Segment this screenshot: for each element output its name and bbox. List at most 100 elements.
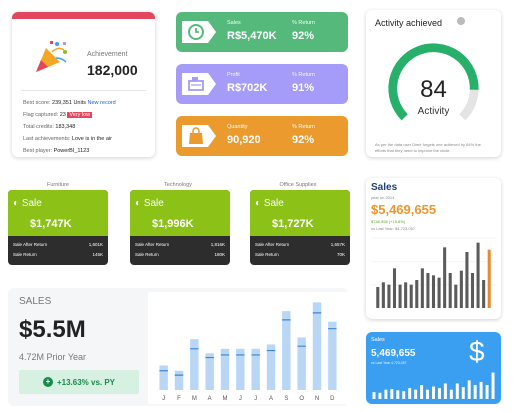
growth-value: +13.63% vs. PY	[56, 377, 116, 387]
info-icon[interactable]	[457, 17, 465, 25]
sales-chart-card: Sales year on 2014 $5,469,655 $746,598 (…	[366, 178, 501, 319]
best-score-label: Best score:	[23, 100, 51, 106]
activity-gauge	[388, 43, 479, 121]
kpi-return-value: 92%	[292, 134, 315, 146]
chart-bar	[443, 247, 447, 308]
sales-card-prior: vs Last Year: $4,723,057	[371, 226, 416, 231]
blue-card-title: Sales	[371, 337, 385, 343]
kpi-return-label: % Return	[292, 20, 315, 26]
sale-header	[250, 190, 350, 236]
kpi-label: Quantity	[227, 124, 248, 130]
category-title: Office Supplies	[279, 182, 317, 188]
chart-bar	[487, 249, 491, 308]
mini-bar	[390, 389, 394, 399]
chart-bar	[398, 284, 402, 308]
chart-bar	[448, 273, 452, 308]
best-score-line: Best score: 239,351 Units New record	[23, 100, 116, 106]
sale-value: $1,747K	[30, 218, 72, 230]
sale-return-label: Sale Return	[255, 252, 279, 257]
half-circle-icon: ◐	[255, 198, 264, 209]
sale-return-value: 145K	[92, 252, 103, 257]
plus-circle-icon: +	[42, 377, 53, 387]
sale-return-row: Sale Return 145K	[13, 252, 103, 257]
kpi-return-label: % Return	[292, 72, 315, 78]
blue-card-subtitle: vs Last Year 4,723,057	[371, 361, 407, 365]
mini-bar	[402, 391, 406, 399]
mini-bar	[437, 388, 441, 399]
achievement-value: 182,000	[87, 62, 138, 78]
sale-return-value: 180K	[214, 252, 225, 257]
sale-after-return-value: 1,816K	[210, 242, 225, 247]
mini-bar	[467, 380, 471, 399]
mini-bar	[485, 385, 489, 399]
chart-bar	[459, 270, 463, 308]
last-achievements-line: Last achievements: Love is in the air	[23, 136, 112, 142]
mini-bar	[443, 383, 447, 399]
chart-bar	[454, 284, 458, 308]
kpi-return-value: 92%	[292, 30, 315, 42]
month-bar	[328, 321, 337, 390]
month-tick-label: J	[239, 396, 242, 402]
activity-title: Activity achieved	[375, 18, 443, 28]
kpi-value: R$702K	[227, 82, 268, 94]
flag-label: Flag captured:	[23, 112, 59, 118]
big-sales-prior: 4.72M Prior Year	[19, 352, 87, 362]
blue-sales-card: Sales 5,469,655 vs Last Year 4,723,057 $	[366, 332, 501, 404]
best-player-value: PowerBI_1123	[53, 148, 90, 154]
chart-bar	[392, 268, 397, 308]
mini-bar	[414, 389, 418, 399]
office-supplies-sale-card: ◐ Sale $1,727K Sale After Return 1,657K …	[250, 190, 350, 265]
cash-register-icon	[182, 73, 216, 95]
month-bar	[190, 339, 199, 390]
mini-bar	[491, 372, 495, 399]
category-title: Furniture	[46, 182, 69, 188]
chart-bar	[381, 282, 385, 308]
month-tick-label: S	[284, 396, 288, 402]
sales-card-value: $5,469,655	[371, 202, 437, 217]
chart-bar	[376, 287, 380, 308]
chart-bar	[470, 273, 475, 308]
month-bar	[297, 337, 306, 390]
sale-after-return-value: 1,657K	[330, 242, 345, 247]
half-circle-icon: ◐	[135, 198, 144, 209]
last-achievements-label: Last achievements:	[23, 136, 71, 142]
sale-return-row: Sale Return 70K	[255, 252, 345, 257]
chart-bar	[476, 242, 480, 308]
month-tick-label: A	[208, 396, 212, 402]
month-bar	[236, 348, 245, 390]
sale-title: ◐ Sale	[255, 198, 284, 209]
shopping-bag-icon	[182, 125, 216, 147]
chart-bar	[404, 282, 408, 308]
flag-line: Flag captured: 23 Very low	[23, 112, 93, 118]
month-tick-label: M	[223, 396, 228, 402]
sales-kpi-card: Sales R$5,470K % Return 92%	[176, 12, 348, 52]
sale-title: ◐ Sale	[135, 198, 164, 209]
chart-bar	[426, 273, 430, 308]
mini-bar	[408, 388, 412, 399]
sale-return-value: 70K	[336, 252, 345, 257]
sale-title: ◐ Sale	[13, 198, 42, 209]
sale-return-label: Sale Return	[135, 252, 159, 257]
best-player-label: Best player:	[23, 148, 53, 154]
sales-card-growth: $746,598 (+15.8%)	[371, 219, 406, 224]
blue-mini-bar-chart	[372, 372, 495, 399]
quantity-kpi-card: Quantity 90,920 % Return 92%	[176, 116, 348, 156]
kpi-label: Profit	[227, 72, 240, 78]
sales-bar-chart	[371, 237, 496, 308]
achievement-accent-bar	[12, 12, 155, 19]
mini-bar	[426, 389, 430, 399]
sale-after-return-value: 1,601K	[88, 242, 103, 247]
sale-label: Sale	[143, 198, 164, 209]
sale-after-return-label: Sale After Return	[13, 242, 48, 247]
sale-label: Sale	[21, 198, 42, 209]
sale-after-return-row: Sale After Return 1,601K	[13, 242, 103, 247]
sale-after-return-row: Sale After Return 1,816K	[135, 242, 225, 247]
credits-value: 183,348	[55, 124, 76, 130]
sale-after-return-label: Sale After Return	[255, 242, 290, 247]
big-sales-card: SALES $5.5M 4.72M Prior Year + +13.63% v…	[8, 288, 348, 406]
chart-bar	[482, 280, 486, 308]
mini-bar	[449, 389, 453, 399]
sale-value: $1,727K	[272, 218, 314, 230]
activity-label: Activity	[417, 106, 450, 117]
activity-footer: As per the data user Dimé forgets one ac…	[375, 142, 481, 153]
